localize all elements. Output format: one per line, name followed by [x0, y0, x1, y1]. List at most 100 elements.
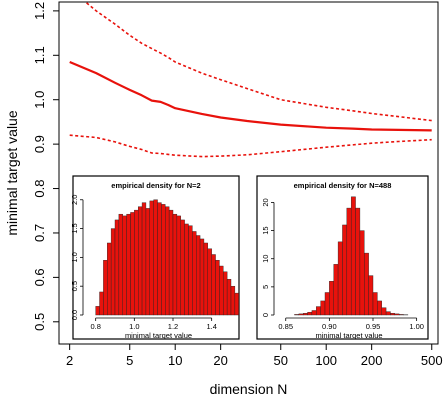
histogram-bar: [107, 243, 111, 315]
histogram-bar: [165, 207, 169, 315]
histogram-bar: [177, 216, 181, 315]
inset-y-tick-label: 1.5: [70, 223, 79, 233]
histogram-bar: [216, 260, 220, 315]
histogram-bar: [386, 312, 390, 315]
inset-x-label: minimal target value: [125, 331, 192, 340]
inset-y-tick-label: 10: [261, 255, 270, 263]
x-tick-label: 10: [168, 353, 182, 368]
histogram-bar: [223, 272, 227, 315]
histogram-bar: [395, 314, 399, 315]
y-tick-label: 0.9: [32, 135, 47, 153]
y-tick-label: 0.7: [32, 224, 47, 242]
inset-y-tick-label: 1.0: [70, 252, 79, 262]
x-axis-label: dimension N: [210, 381, 288, 397]
histogram-bar: [196, 235, 200, 315]
inset-title: empirical density for N=2: [111, 181, 200, 190]
series-line-0: [70, 62, 432, 130]
inset-title: empirical density for N=488: [294, 181, 392, 190]
inset-x-tick-label: 1.4: [206, 322, 216, 331]
inset-y-tick-label: 0: [261, 313, 270, 317]
x-tick-label: 200: [361, 353, 383, 368]
histogram-bar: [329, 281, 333, 315]
histogram-bar: [154, 200, 158, 315]
histogram-bar: [325, 292, 329, 315]
histogram-bar: [192, 231, 196, 315]
histogram-bar: [134, 210, 138, 315]
histogram-bar: [130, 212, 134, 315]
x-tick-label: 20: [213, 353, 227, 368]
histogram-bar: [338, 242, 342, 315]
histogram-bar: [312, 311, 316, 316]
histogram-bar: [138, 207, 142, 315]
histogram-bar: [115, 220, 119, 315]
inset-histogram-2: empirical density for N=488 0.85 0.90 0.95 1…: [257, 176, 428, 340]
histogram-bar: [308, 312, 312, 315]
histogram-bar: [127, 214, 131, 315]
histogram-bar: [96, 306, 100, 315]
histogram-bar: [142, 203, 146, 315]
inset-y-tick-label: 2.0: [70, 195, 79, 205]
histogram-bar: [181, 220, 185, 315]
x-tick-label: 5: [126, 353, 133, 368]
histogram-bar: [219, 266, 223, 315]
inset-y-tick-label: 5: [261, 285, 270, 289]
histogram-bar: [351, 197, 355, 315]
histogram-bar: [377, 301, 381, 315]
inset-y-tick-label: 0.0: [70, 310, 79, 320]
y-tick-label: 1.2: [32, 2, 47, 20]
histogram-bar: [231, 286, 235, 315]
inset-x-tick-label: 0.8: [90, 322, 100, 331]
histogram-bar: [303, 313, 307, 315]
histogram-bar: [399, 314, 403, 315]
histogram-bar: [294, 314, 298, 315]
histogram-bar: [103, 260, 107, 315]
histogram-bar: [321, 301, 325, 315]
inset-x-tick-label: 1.0: [129, 322, 139, 331]
histogram-bar: [185, 224, 189, 315]
histogram-bar: [150, 201, 154, 315]
series-line-2: [70, 135, 432, 156]
inset-x-tick-label: 0.90: [322, 322, 337, 331]
histogram-bar: [169, 210, 173, 315]
histogram-bar: [364, 253, 368, 315]
inset-x-tick-label: 0.85: [278, 322, 293, 331]
inset-y-tick-label: 15: [261, 226, 270, 234]
histogram-bar: [356, 208, 360, 315]
y-tick-label: 1.0: [32, 91, 47, 109]
histogram-bar: [119, 214, 123, 315]
histogram-bar: [111, 229, 115, 315]
histogram-bar: [123, 216, 127, 315]
histogram-bar: [161, 204, 165, 315]
histogram-bar: [100, 292, 104, 315]
inset-x-label: minimal target value: [315, 331, 382, 340]
histogram-bar: [360, 231, 364, 315]
histogram-bar: [204, 243, 208, 315]
histogram-bar: [299, 314, 303, 315]
inset-histogram-1: empirical density for N=2 0.8 1.0 1.2 1.4 0.0…: [70, 176, 239, 340]
histogram-bar: [227, 279, 231, 315]
histogram-bar: [188, 226, 192, 315]
histogram-bar: [200, 239, 204, 315]
y-axis-label: minimal target value: [4, 110, 20, 235]
histogram-bar: [316, 307, 320, 315]
inset-x-tick-label: 1.00: [409, 322, 424, 331]
histogram-bar: [208, 249, 212, 315]
histogram-bar: [347, 208, 351, 315]
histogram-bar: [390, 313, 394, 315]
histogram-bar: [212, 255, 216, 316]
x-tick-label: 50: [274, 353, 288, 368]
histogram-bar: [382, 308, 386, 315]
histogram-bar: [373, 292, 377, 315]
x-tick-label: 100: [315, 353, 337, 368]
x-tick-label: 500: [421, 353, 443, 368]
y-tick-label: 0.8: [32, 180, 47, 198]
histogram-bar: [158, 203, 162, 315]
inset-x-tick-label: 1.2: [168, 322, 178, 331]
histogram-bar: [235, 293, 239, 315]
y-tick-label: 0.6: [32, 268, 47, 286]
inset-x-tick-label: 0.95: [366, 322, 381, 331]
y-tick-label: 1.1: [32, 46, 47, 64]
x-tick-label: 2: [66, 353, 73, 368]
